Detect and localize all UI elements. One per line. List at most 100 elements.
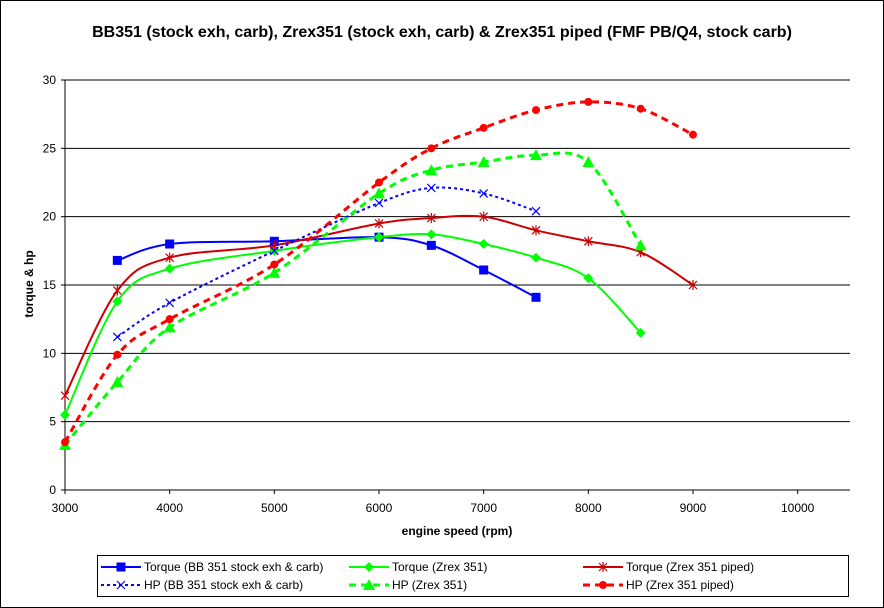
data-point: [112, 255, 122, 265]
data-point: [583, 236, 593, 247]
series-lines: [63, 100, 694, 446]
data-point: [163, 321, 176, 333]
data-point: [269, 246, 279, 256]
data-point: [112, 296, 123, 307]
chart-title: BB351 (stock exh, carb), Zrex351 (stock …: [92, 24, 792, 41]
legend-marker: [116, 580, 126, 590]
data-point: [375, 178, 383, 187]
legend-swatch: [583, 581, 623, 589]
data-point: [479, 123, 488, 132]
data-point: [165, 298, 175, 308]
data-point: [61, 438, 69, 447]
data-point: [426, 240, 436, 250]
y-tick-label: 0: [49, 483, 56, 497]
series-line-torque-zrex-351: [64, 232, 642, 416]
data-point: [583, 273, 594, 284]
data-point: [427, 144, 436, 153]
data-point: [60, 390, 70, 401]
x-tick-label: 9000: [680, 501, 707, 515]
legend-item: Torque (BB 351 stock exh & carb): [100, 558, 323, 576]
y-tick-label: 25: [43, 141, 57, 155]
data-point: [478, 239, 489, 249]
data-point: [688, 280, 698, 290]
data-point: [425, 164, 438, 176]
series-line-hp-zrex-351-piped: [63, 100, 694, 443]
data-point: [112, 332, 122, 342]
data-point: [479, 189, 489, 198]
legend-swatch: [349, 562, 389, 572]
data-point: [374, 232, 384, 243]
data-point: [479, 265, 489, 275]
data-point: [426, 229, 437, 240]
legend-label: Torque (BB 351 stock exh & carb): [144, 560, 324, 574]
legend-item: HP (Zrex 351): [348, 576, 467, 594]
legend-swatch: [101, 580, 141, 590]
data-point: [531, 292, 541, 302]
y-tick-label: 15: [43, 278, 57, 292]
axes: 0 5 10 15 20 25 30 3000 4000 5000 6000 7000 8000 9000…: [43, 73, 850, 515]
data-point: [689, 130, 697, 139]
data-point: [634, 239, 647, 251]
data-point: [531, 252, 541, 263]
y-tick-label: 20: [43, 210, 57, 224]
data-point: [60, 409, 70, 420]
data-point: [164, 263, 175, 274]
x-tick-label: 5000: [261, 501, 288, 515]
legend-label: HP (Zrex 351 piped): [626, 578, 734, 592]
legend-item: HP (Zrex 351 piped): [582, 576, 734, 594]
y-tick-label: 5: [49, 415, 56, 429]
data-point: [636, 104, 645, 113]
line-chart: 0 5 10 15 20 25 30 3000 4000 5000 6000 7000 8000 9000…: [22, 73, 850, 538]
data-point: [111, 376, 124, 388]
y-tick-label: 30: [43, 73, 57, 87]
series-markers: [59, 97, 698, 450]
data-point: [477, 156, 490, 167]
x-tick-label: 7000: [470, 501, 497, 515]
legend-label: HP (Zrex 351): [392, 578, 468, 592]
data-point: [635, 327, 646, 338]
legend-label: HP (BB 351 stock exh & carb): [144, 578, 304, 592]
legend-marker: [364, 562, 374, 572]
data-point: [165, 315, 174, 324]
legend-marker: [599, 581, 607, 589]
y-tick-label: 10: [43, 346, 57, 360]
data-point: [112, 285, 122, 296]
series-line-torque-bb-351-stock-exh-carb: [117, 236, 537, 299]
data-point: [113, 350, 122, 359]
data-point: [165, 239, 175, 249]
legend: Torque (BB 351 stock exh & carb) Torque (…: [97, 555, 849, 597]
legend-label: Torque (Zrex 351): [392, 560, 488, 574]
data-point: [373, 187, 385, 199]
series-line-torque-zrex-351-piped: [64, 214, 694, 397]
data-point: [530, 149, 542, 161]
data-point: [426, 213, 436, 224]
legend-item: HP (BB 351 stock exh & carb): [100, 576, 303, 594]
data-point: [582, 156, 595, 167]
data-point: [479, 211, 489, 222]
gridlines: [65, 79, 850, 423]
data-point: [532, 106, 540, 115]
data-point: [165, 252, 175, 263]
x-tick-label: 6000: [366, 501, 393, 515]
data-point: [374, 218, 384, 229]
legend-marker: [116, 562, 126, 572]
legend-swatch: [101, 562, 141, 572]
legend-marker: [598, 562, 608, 572]
x-axis-title: engine speed (rpm): [402, 524, 513, 538]
legend-marker: [363, 579, 375, 590]
data-point: [270, 260, 279, 269]
series-line-hp-zrex-351: [63, 151, 642, 446]
x-tick-label: 4000: [156, 501, 183, 515]
x-tick-label: 10000: [781, 501, 815, 515]
legend-label: Torque (Zrex 351 piped): [626, 560, 755, 574]
legend-swatch: [583, 562, 623, 572]
legend-item: Torque (Zrex 351 piped): [582, 558, 754, 576]
data-point: [531, 206, 541, 216]
series-line-hp-bb-351-stock-exh-carb: [116, 186, 537, 338]
data-point: [531, 225, 541, 236]
x-tick-label: 8000: [575, 501, 602, 515]
legend-swatch: [349, 579, 389, 590]
data-point: [268, 266, 281, 278]
y-axis-title: torque & hp: [22, 250, 36, 317]
